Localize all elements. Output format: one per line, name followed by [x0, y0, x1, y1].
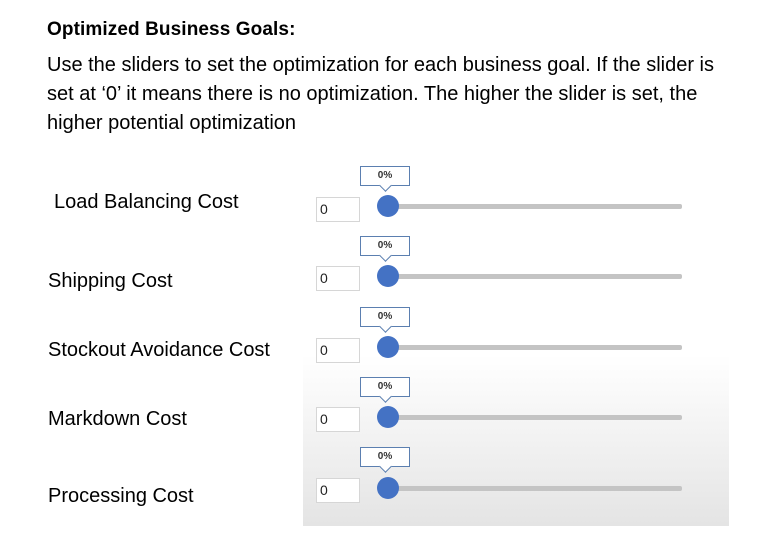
value-input-markdown[interactable]: 0: [316, 407, 360, 432]
slider-handle-shipping[interactable]: [377, 265, 399, 287]
slider-handle-processing[interactable]: [377, 477, 399, 499]
goal-label: Stockout Avoidance Cost: [48, 339, 270, 361]
goal-label: Load Balancing Cost: [54, 191, 239, 213]
slider-track[interactable]: [388, 345, 682, 350]
goal-row-processing: Processing Cost 0 0%: [0, 0, 761, 507]
goal-label: Shipping Cost: [48, 270, 173, 292]
slider-track[interactable]: [388, 486, 682, 491]
value-tooltip: 0%: [360, 166, 410, 186]
slider-track[interactable]: [388, 415, 682, 420]
value-input-load-balancing[interactable]: 0: [316, 197, 360, 222]
slider-track[interactable]: [388, 274, 682, 279]
value-input-shipping[interactable]: 0: [316, 266, 360, 291]
page-title: Optimized Business Goals:: [47, 19, 296, 40]
goal-label: Processing Cost: [48, 485, 194, 507]
goal-row-stockout-avoidance: Stockout Avoidance Cost 0 0%: [0, 0, 761, 363]
goal-label: Markdown Cost: [48, 408, 187, 430]
goal-row-markdown: Markdown Cost 0 0%: [0, 0, 761, 432]
slider-track[interactable]: [388, 204, 682, 209]
goal-row-shipping: Shipping Cost 0 0%: [0, 0, 761, 292]
value-input-stockout-avoidance[interactable]: 0: [316, 338, 360, 363]
value-input-processing[interactable]: 0: [316, 478, 360, 503]
slider-handle-stockout-avoidance[interactable]: [377, 336, 399, 358]
goal-row-load-balancing: Load Balancing Cost 0 0%: [0, 0, 761, 222]
instructions-text: Use the sliders to set the optimization …: [47, 54, 715, 134]
slider-handle-markdown[interactable]: [377, 406, 399, 428]
slider-handle-load-balancing[interactable]: [377, 195, 399, 217]
